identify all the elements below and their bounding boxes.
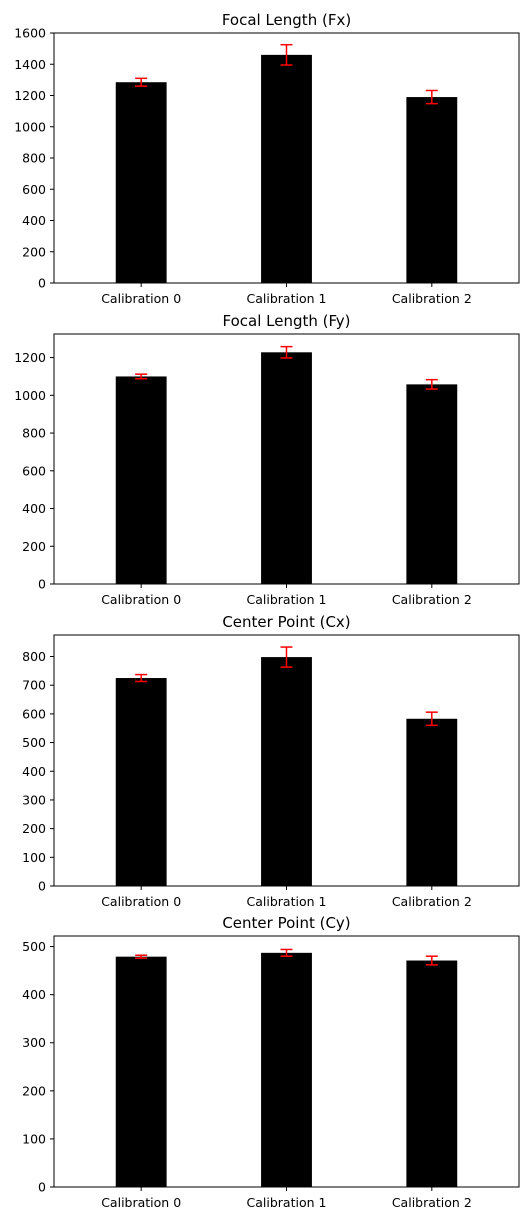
x-tick-label: Calibration 2	[392, 894, 472, 909]
x-tick-label: Calibration 1	[247, 1195, 327, 1210]
y-tick-label: 800	[22, 151, 46, 166]
error-bar	[425, 711, 438, 727]
y-tick-label: 100	[22, 1131, 46, 1146]
error-bar	[425, 89, 438, 105]
y-tick-label: 0	[38, 577, 46, 592]
x-tick-label: Calibration 1	[247, 291, 327, 306]
y-tick-label: 500	[22, 939, 46, 954]
y-tick-label: 1000	[14, 119, 46, 134]
bar	[406, 718, 458, 886]
y-tick-label: 1200	[14, 88, 46, 103]
x-tick-label: Calibration 0	[101, 592, 181, 607]
y-tick-label: 800	[22, 649, 46, 664]
chart-title: Center Point (Cy)	[222, 914, 350, 932]
y-tick-label: 100	[22, 850, 46, 865]
y-tick-label: 0	[38, 276, 46, 291]
y-tick-label: 500	[22, 735, 46, 750]
chart-title: Focal Length (Fx)	[222, 11, 351, 29]
y-tick-label: 1200	[14, 350, 46, 365]
bar	[115, 82, 167, 283]
error-bar	[280, 646, 293, 668]
x-tick-label: Calibration 0	[101, 1195, 181, 1210]
x-tick-label: Calibration 1	[247, 592, 327, 607]
y-tick-label: 200	[22, 1083, 46, 1098]
y-tick-label: 200	[22, 244, 46, 259]
y-tick-label: 0	[38, 879, 46, 894]
chart-0: Focal Length (Fx) 0 200 400 600 800 1000 1200 14…	[14, 11, 520, 306]
bar	[406, 960, 458, 1187]
bar	[115, 678, 167, 886]
y-tick-label: 800	[22, 426, 46, 441]
y-tick-label: 1600	[14, 26, 46, 41]
error-bar	[280, 43, 293, 66]
chart-3: Center Point (Cy) 0 100 200 300 400 500 Calibra…	[22, 914, 520, 1210]
bar	[261, 952, 312, 1187]
error-bar	[280, 345, 293, 359]
bar	[406, 384, 458, 584]
error-bar	[425, 378, 438, 390]
y-tick-label: 400	[22, 501, 46, 516]
bar	[115, 376, 167, 584]
y-tick-label: 700	[22, 678, 46, 693]
y-tick-label: 400	[22, 987, 46, 1002]
error-bar	[135, 954, 148, 959]
x-tick-label: Calibration 0	[101, 894, 181, 909]
error-bar	[280, 948, 293, 957]
x-tick-label: Calibration 0	[101, 291, 181, 306]
y-tick-label: 400	[22, 764, 46, 779]
y-tick-label: 300	[22, 792, 46, 807]
x-tick-label: Calibration 1	[247, 894, 327, 909]
chart-title: Focal Length (Fy)	[223, 312, 351, 330]
y-tick-label: 1000	[14, 388, 46, 403]
bar	[406, 97, 458, 283]
y-tick-label: 600	[22, 182, 46, 197]
y-tick-label: 400	[22, 213, 46, 228]
y-tick-label: 600	[22, 706, 46, 721]
chart-1: Focal Length (Fy) 0 200 400 600 800 1000 1200 Ca…	[14, 312, 520, 607]
y-tick-label: 600	[22, 463, 46, 478]
error-bar	[135, 673, 148, 683]
error-bar	[425, 955, 438, 966]
bar	[261, 657, 312, 886]
x-tick-label: Calibration 2	[392, 1195, 472, 1210]
y-tick-label: 200	[22, 539, 46, 554]
y-tick-label: 300	[22, 1035, 46, 1050]
y-tick-label: 1400	[14, 57, 46, 72]
bar	[115, 956, 167, 1187]
bar	[261, 54, 312, 283]
chart-title: Center Point (Cx)	[222, 613, 350, 631]
error-bar	[135, 77, 148, 87]
x-tick-label: Calibration 2	[392, 291, 472, 306]
bar	[261, 352, 312, 584]
error-bar	[135, 373, 148, 380]
y-tick-label: 200	[22, 821, 46, 836]
y-tick-label: 0	[38, 1180, 46, 1195]
x-tick-label: Calibration 2	[392, 592, 472, 607]
chart-2: Center Point (Cx) 0 100 200 300 400 500 600 700 8…	[22, 613, 520, 909]
